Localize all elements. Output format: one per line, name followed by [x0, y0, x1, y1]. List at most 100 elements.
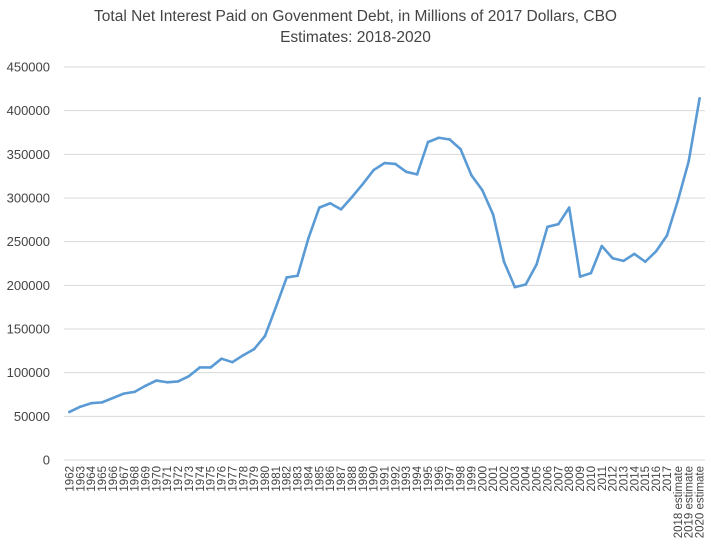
x-tick-label: 1966: [108, 466, 120, 492]
data-point: [252, 347, 256, 351]
x-tick-label: 1988: [347, 466, 359, 492]
data-point: [676, 199, 680, 202]
x-tick-label: 1984: [303, 465, 315, 491]
y-tick-label: 50000: [14, 409, 50, 424]
data-point: [643, 260, 647, 264]
data-point: [165, 380, 169, 384]
data-point: [415, 173, 419, 176]
x-tick-label: 1963: [75, 466, 87, 492]
data-point: [187, 374, 191, 378]
data-point: [698, 97, 701, 100]
data-point: [361, 182, 365, 186]
data-point: [111, 396, 115, 400]
x-tick-label: 1978: [238, 466, 250, 492]
y-tick-label: 350000: [7, 147, 50, 162]
x-tick-label: 2018 estimate: [673, 466, 685, 538]
x-tick-label: 1971: [162, 466, 174, 492]
y-tick-label: 200000: [7, 278, 50, 293]
data-point: [426, 140, 430, 144]
data-point: [318, 206, 321, 209]
x-tick-label: 2020 estimate: [695, 466, 707, 538]
data-point: [307, 236, 310, 240]
x-tick-label: 1974: [195, 465, 207, 491]
y-tick-label: 150000: [7, 322, 50, 337]
x-tick-label: 1979: [249, 466, 261, 492]
x-tick-label: 1964: [86, 465, 98, 491]
data-point: [176, 380, 180, 383]
y-tick-label: 300000: [7, 191, 50, 206]
data-point: [209, 366, 212, 369]
data-point: [470, 173, 473, 177]
data-point: [600, 244, 604, 248]
x-tick-label: 1962: [64, 466, 76, 492]
data-point: [155, 379, 158, 382]
data-point: [687, 160, 691, 163]
x-tick-label: 2016: [651, 466, 663, 492]
y-tick-label: 450000: [7, 60, 50, 75]
x-tick-label: 2012: [608, 466, 620, 492]
x-tick-label: 1975: [206, 466, 218, 492]
x-tick-label: 1973: [184, 466, 196, 492]
data-point: [622, 259, 625, 263]
x-tick-label: 1993: [401, 466, 413, 492]
data-point: [296, 274, 299, 278]
x-tick-label: 1987: [336, 466, 348, 492]
y-axis-tick-labels: 0 50000 100000 150000 200000 250000 300000 3500…: [7, 60, 50, 468]
chart-title-line-2: Estimates: 2018-2020: [280, 29, 431, 46]
data-point: [654, 249, 658, 253]
data-point: [633, 252, 636, 256]
x-tick-label: 1981: [271, 466, 283, 492]
x-tick-label: 2011: [597, 466, 609, 491]
x-tick-label: 1999: [466, 466, 478, 492]
y-tick-label: 100000: [7, 365, 50, 380]
x-tick-label: 1995: [423, 466, 435, 492]
data-point: [328, 201, 332, 205]
x-tick-label: 1976: [217, 466, 229, 492]
y-tick-label: 250000: [7, 234, 50, 249]
y-tick-label: 0: [43, 453, 50, 468]
data-point: [448, 138, 451, 141]
x-tick-label: 1986: [325, 466, 337, 492]
data-point: [611, 256, 614, 260]
data-point: [437, 136, 441, 140]
x-tick-label: 1985: [314, 466, 326, 492]
data-point: [89, 401, 93, 405]
x-tick-label: 1982: [282, 466, 294, 492]
x-tick-label: 1998: [456, 466, 468, 492]
data-point: [100, 401, 104, 404]
x-tick-label: 2007: [553, 466, 565, 492]
x-tick-label: 1997: [445, 466, 457, 492]
x-axis-tick-labels: 1962196319641965196619671968196919701971…: [64, 465, 706, 538]
x-tick-label: 2002: [499, 466, 511, 492]
x-tick-label: 1972: [173, 466, 185, 492]
data-point: [285, 276, 289, 279]
x-tick-label: 1969: [140, 466, 152, 492]
data-point: [78, 405, 82, 409]
x-tick-label: 1991: [380, 466, 392, 492]
x-tick-label: 2006: [542, 466, 554, 492]
data-point: [567, 206, 571, 209]
x-tick-label: 2019 estimate: [684, 466, 696, 538]
data-point: [546, 225, 549, 229]
x-tick-label: 1994: [412, 465, 424, 491]
data-point: [394, 162, 397, 166]
data-point: [198, 366, 202, 369]
data-point: [372, 168, 375, 172]
data-point: [274, 305, 278, 309]
series-layer: [68, 97, 701, 414]
data-point: [459, 147, 462, 151]
data-point: [535, 263, 538, 266]
gridlines: [64, 66, 705, 461]
data-point: [263, 334, 267, 338]
data-point: [589, 271, 593, 275]
data-point: [350, 195, 354, 199]
y-tick-label: 400000: [7, 103, 50, 118]
x-tick-label: 1992: [390, 466, 402, 492]
x-tick-label: 1989: [358, 466, 370, 492]
data-point: [502, 260, 506, 264]
x-tick-label: 1965: [97, 466, 109, 492]
data-point: [339, 208, 343, 211]
x-tick-label: 1968: [130, 466, 142, 492]
x-tick-label: 1996: [434, 466, 446, 492]
